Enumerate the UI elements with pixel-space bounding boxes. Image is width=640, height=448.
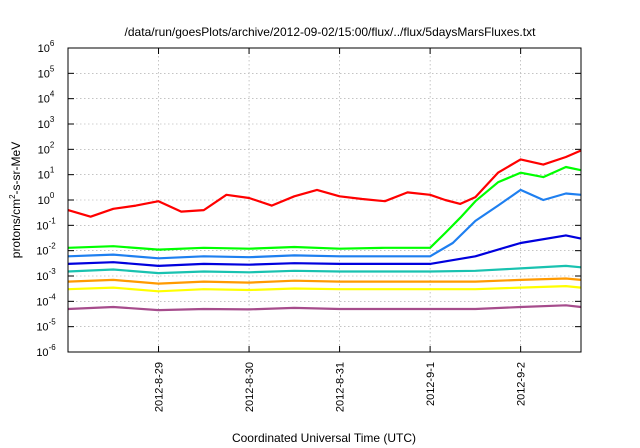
y-tick-label: 105 [38,64,55,80]
y-tick-label: 104 [38,90,55,106]
series-line-8 [67,304,582,312]
grid [68,48,581,352]
series-line-4 [67,234,582,267]
series-line-5 [67,264,582,275]
series-line-2 [67,165,582,251]
series-line-3 [67,188,582,260]
y-tick-label: 106 [38,39,55,55]
y-tick-label: 103 [38,115,55,131]
x-tick-label: 2012-8-30 [244,362,256,412]
y-tick-label: 10-2 [36,242,56,258]
y-axis-label-after: -s-sr-MeV [9,142,23,195]
y-tick-label: 10-4 [36,292,56,308]
y-tick-label: 10-6 [36,343,56,359]
y-axis-label-sup: 2 [8,194,17,199]
y-tick-label: 10-5 [36,318,56,334]
y-tick-label: 10-3 [36,267,56,283]
series-layer [67,149,582,312]
y-tick-label: 101 [38,166,55,182]
x-axis-ticks: 2012-8-29 2012-8-30 2012-8-31 2012-9-1 2012-… [154,48,528,412]
y-axis-label: protons/cm2-s-sr-MeV [8,142,23,258]
x-tick-label: 2012-8-29 [154,362,166,412]
x-tick-label: 2012-9-2 [516,362,528,406]
y-tick-label: 10-1 [36,216,56,232]
y-tick-label: 102 [38,140,55,156]
x-tick-label: 2012-8-31 [335,362,347,412]
chart-title: /data/run/goesPlots/archive/2012-09-02/1… [125,25,537,39]
y-tick-label: 100 [38,191,55,207]
y-axis-ticks: 10-6 10-5 10-4 10-3 10-2 10-1 100 101 102 103 104 1… [36,39,581,359]
y-axis-label-before: protons/cm [9,199,23,258]
x-tick-label: 2012-9-1 [425,362,437,406]
series-line-6 [67,277,582,285]
series-line-7 [67,285,582,293]
series-line-1 [67,149,582,218]
x-axis-label: Coordinated Universal Time (UTC) [232,431,416,445]
